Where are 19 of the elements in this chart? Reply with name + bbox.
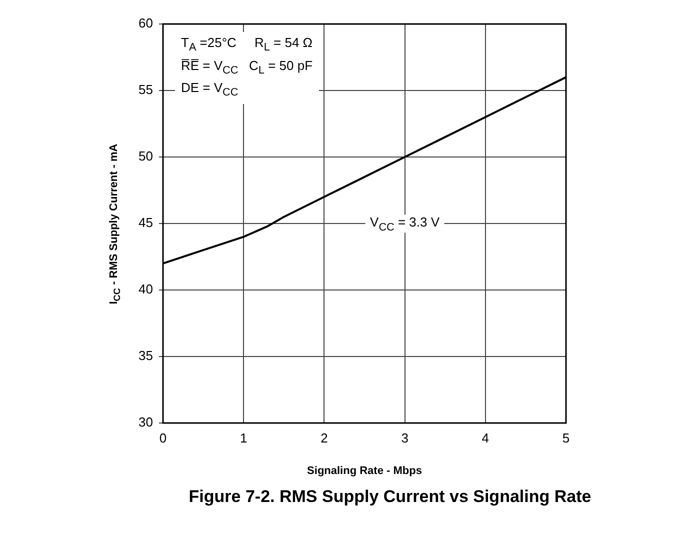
- x-tick-label: 3: [401, 430, 408, 446]
- y-tick-label: 55: [138, 82, 153, 98]
- y-tick-label: 40: [138, 282, 153, 297]
- text: Figure 7-2. RMS Supply Current vs Signaling Rate: [188, 486, 592, 507]
- x-tick-label: 0: [159, 430, 167, 446]
- y-tick-label: 60: [138, 16, 153, 31]
- x-tick-label: 1: [240, 430, 248, 446]
- y-tick-label: 35: [138, 348, 153, 364]
- annotation: V$_{CC}$ = 3.3 V: [365, 214, 445, 233]
- x-tick-label: 4: [482, 430, 490, 446]
- annotation: T$_{A}$ =25°C R$_{L}$ = 54 Ω: [181, 34, 313, 56]
- annotation: R̅E̅ = V$_{CC}$ C$_{L}$ = 50 pF: [181, 56, 313, 78]
- x-axis-title: Signaling Rate - Mbps: [306, 465, 423, 477]
- x-tick-label: 2: [320, 430, 328, 446]
- annotation: DE = V$_{CC}$: [181, 79, 240, 101]
- y-tick-label: 45: [138, 215, 153, 230]
- y-tick-label: 50: [138, 148, 153, 164]
- y-tick-label: 30: [138, 414, 153, 430]
- x-tick-label: 5: [562, 430, 570, 446]
